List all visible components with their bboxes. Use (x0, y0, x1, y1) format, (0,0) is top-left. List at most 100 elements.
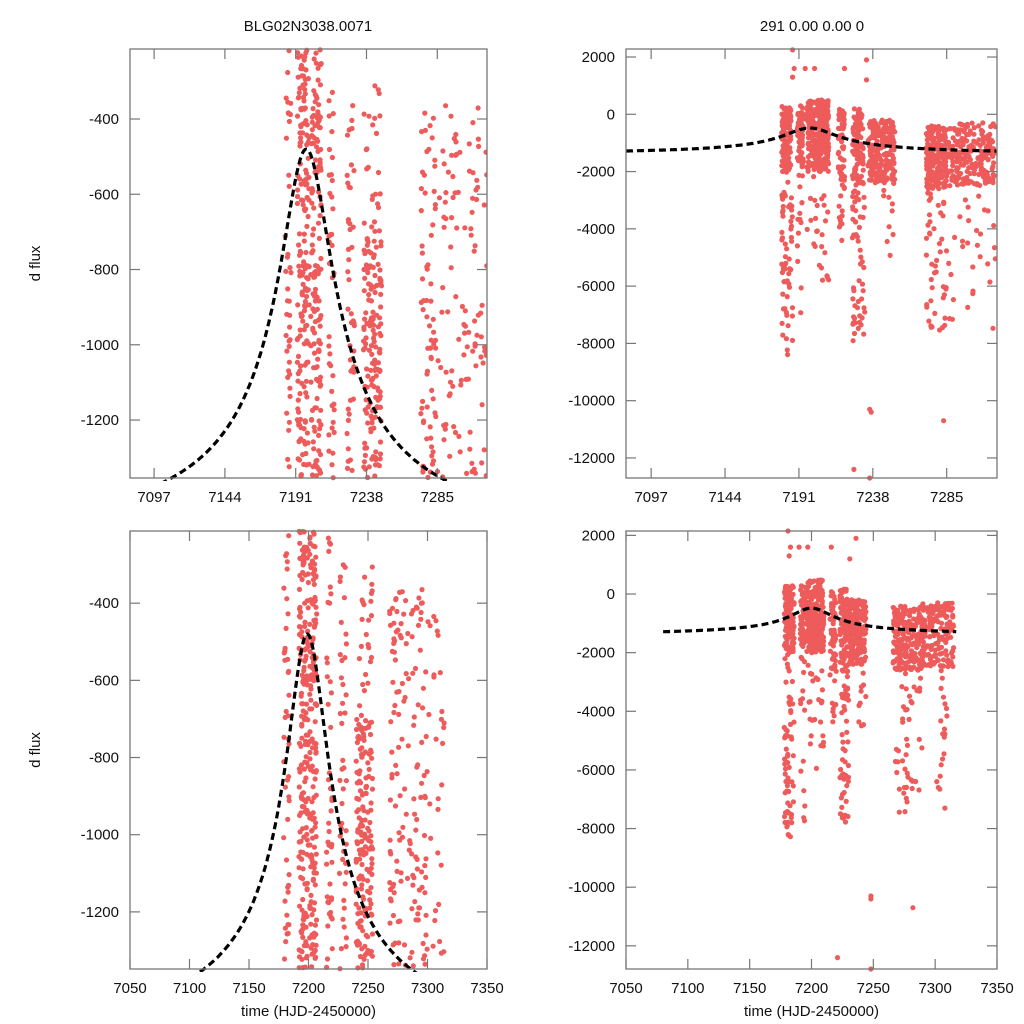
data-point (430, 943, 436, 949)
data-point (315, 356, 321, 362)
data-point (889, 201, 896, 207)
data-point (307, 691, 313, 697)
data-point (309, 964, 315, 970)
data-point (358, 643, 364, 650)
data-point (845, 739, 851, 745)
data-point (409, 906, 415, 912)
y-tick-label: -800 (89, 262, 119, 279)
data-point (856, 627, 862, 633)
data-point (281, 734, 287, 740)
data-point (931, 178, 937, 184)
data-point (431, 188, 437, 194)
data-point (373, 449, 379, 455)
data-point (362, 952, 368, 958)
data-point (934, 779, 940, 785)
data-point (785, 832, 792, 838)
data-point (311, 308, 317, 315)
data-point (337, 652, 343, 658)
data-point (369, 420, 375, 426)
data-point (830, 635, 836, 641)
data-point (375, 387, 381, 394)
data-point (310, 106, 316, 112)
data-point (448, 265, 454, 271)
data-point (366, 297, 372, 303)
data-point (836, 224, 843, 230)
data-point (411, 875, 417, 881)
data-point (429, 453, 435, 459)
data-point (430, 115, 436, 121)
data-point (368, 426, 374, 432)
data-point (468, 232, 474, 238)
data-point (438, 716, 444, 722)
data-point (310, 327, 316, 333)
data-point (308, 899, 314, 905)
data-point (800, 758, 806, 764)
data-point (805, 141, 811, 147)
data-point (296, 409, 302, 415)
data-point (313, 60, 319, 66)
data-point (309, 417, 315, 423)
data-point (349, 125, 355, 132)
data-point (302, 619, 308, 625)
data-point (875, 156, 881, 162)
x-axis-label: time (HJD-2450000) (241, 1003, 376, 1020)
data-point (791, 65, 797, 72)
data-point (929, 624, 935, 630)
data-point (784, 661, 791, 667)
data-point (782, 771, 788, 777)
data-point (365, 825, 371, 832)
data-point (936, 241, 943, 247)
data-point (324, 956, 331, 962)
data-point (786, 810, 792, 816)
data-point (356, 656, 362, 662)
data-point (420, 469, 426, 475)
data-point (285, 713, 291, 719)
data-point (947, 168, 953, 174)
data-point (890, 648, 897, 654)
data-point (315, 317, 321, 323)
data-point (421, 832, 428, 839)
data-point (845, 778, 852, 784)
data-point (398, 621, 404, 627)
data-point (329, 946, 335, 952)
data-point (310, 439, 316, 445)
data-point (301, 766, 307, 772)
data-point (828, 544, 834, 550)
data-point (843, 718, 850, 724)
data-point (980, 128, 986, 135)
data-point (926, 662, 932, 668)
data-point (419, 780, 425, 786)
data-point (990, 325, 996, 331)
data-point (834, 955, 841, 961)
data-point (343, 869, 349, 875)
data-point (324, 894, 330, 900)
data-point (329, 388, 335, 394)
data-point (313, 458, 319, 464)
data-point (312, 274, 318, 280)
data-point (897, 618, 903, 624)
data-point (419, 169, 426, 175)
data-point (337, 578, 343, 585)
data-point (832, 664, 838, 670)
data-point (472, 470, 478, 476)
data-point (990, 139, 996, 145)
data-point (944, 713, 950, 719)
data-point (819, 244, 825, 250)
data-point (474, 177, 480, 183)
data-point (310, 816, 316, 822)
data-point (402, 786, 408, 792)
data-point (925, 141, 931, 147)
data-point (283, 708, 289, 715)
data-point (903, 707, 909, 713)
data-point (860, 167, 866, 173)
data-point (283, 268, 289, 274)
data-point (796, 147, 802, 153)
data-point (845, 762, 852, 769)
data-point (344, 172, 350, 178)
data-point (470, 120, 476, 126)
y-axis-label: d flux (27, 732, 44, 768)
data-point (308, 565, 314, 571)
data-point (315, 148, 321, 154)
data-point (839, 132, 845, 138)
data-point (309, 186, 315, 192)
